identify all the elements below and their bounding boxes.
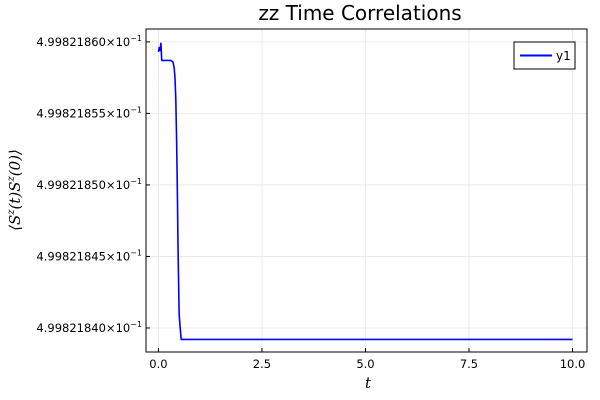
y-tick-mantissa: 4.99821860×10 bbox=[36, 35, 130, 49]
x-tick-label: 7.5 bbox=[460, 357, 478, 371]
y-label-part: ⟨S bbox=[6, 215, 24, 231]
y-tick-label: 4.99821840×10−1 bbox=[36, 320, 142, 335]
y-label-part: (0)⟩ bbox=[6, 149, 24, 176]
chart-title: zz Time Correlations bbox=[258, 1, 461, 25]
y-label-sup: z bbox=[6, 209, 17, 216]
y-axis: 4.99821840×10−14.99821845×10−14.99821850… bbox=[36, 34, 150, 335]
y-tick-label: 4.99821845×10−1 bbox=[36, 248, 142, 263]
x-tick-label: 10.0 bbox=[560, 357, 586, 371]
x-tick-label: 0.0 bbox=[149, 357, 167, 371]
legend: y1 bbox=[513, 41, 576, 70]
legend-entry-label: y1 bbox=[556, 49, 571, 63]
y-label-sup: z bbox=[6, 175, 17, 182]
y-tick-label: 4.99821860×10−1 bbox=[36, 34, 142, 49]
y-label-part: (t)S bbox=[6, 181, 24, 209]
y-tick-mantissa: 4.99821855×10 bbox=[36, 106, 130, 120]
x-axis: 0.0 2.5 5.0 7.5 10.0 bbox=[149, 348, 585, 371]
y-tick-mantissa: 4.99821850×10 bbox=[36, 178, 130, 192]
x-tick-label: 5.0 bbox=[356, 357, 374, 371]
plot-frame bbox=[145, 28, 588, 353]
y-tick-exponent: −1 bbox=[130, 248, 142, 257]
y-tick-exponent: −1 bbox=[130, 320, 142, 329]
y-tick-mantissa: 4.99821845×10 bbox=[36, 249, 130, 263]
grid-lines bbox=[146, 29, 587, 352]
x-axis-label: t bbox=[365, 374, 372, 392]
y-tick-exponent: −1 bbox=[130, 34, 142, 43]
y-tick-label: 4.99821850×10−1 bbox=[36, 177, 142, 192]
series-layer bbox=[157, 42, 573, 341]
y-tick-exponent: −1 bbox=[130, 105, 142, 114]
y-axis-label: ⟨Sz(t)Sz(0)⟩ bbox=[6, 149, 24, 231]
x-tick-label: 2.5 bbox=[253, 357, 271, 371]
series-line-y1 bbox=[157, 42, 573, 341]
y-tick-label: 4.99821855×10−1 bbox=[36, 105, 142, 120]
y-tick-mantissa: 4.99821840×10 bbox=[36, 321, 130, 335]
y-tick-exponent: −1 bbox=[130, 177, 142, 186]
